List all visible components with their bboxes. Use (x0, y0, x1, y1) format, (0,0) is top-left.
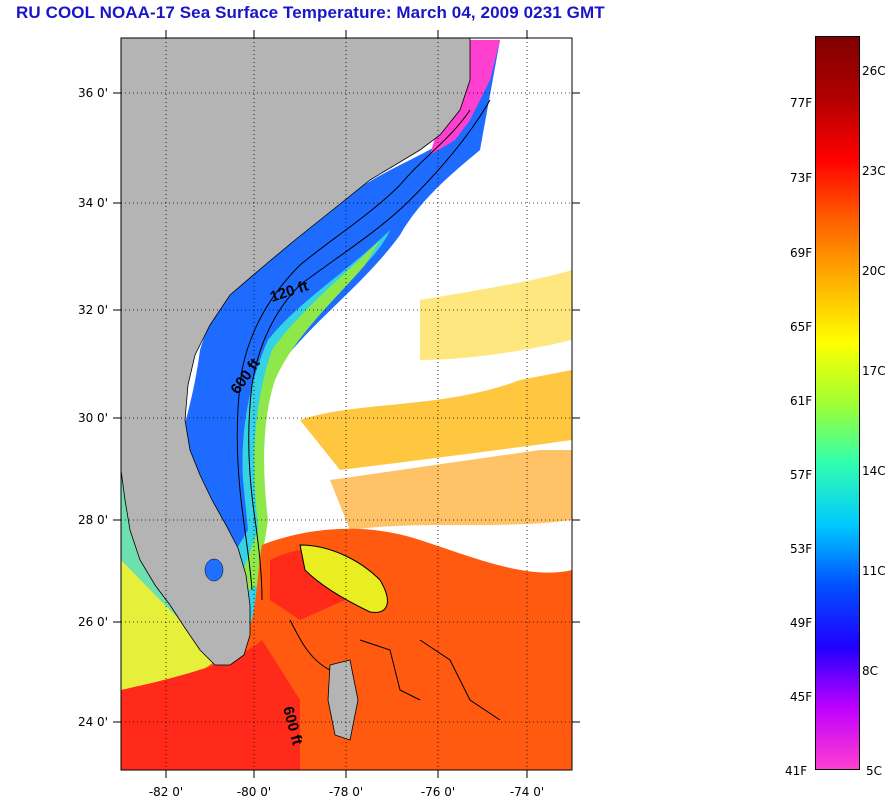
celsius-label: 26C (862, 64, 886, 78)
lat-label: 34 0' (78, 196, 108, 210)
warm-patch-3 (420, 270, 572, 360)
fahrenheit-label: 73F (790, 171, 813, 185)
contour-islands (289, 619, 501, 721)
lat-label: 24 0' (78, 715, 108, 729)
celsius-label: 5C (866, 764, 883, 778)
fahrenheit-label: 45F (790, 690, 813, 704)
lat-label: 28 0' (78, 513, 108, 527)
bahamas-bank (299, 544, 388, 613)
fahrenheit-label: 49F (790, 616, 813, 630)
hot-core (121, 640, 300, 770)
green-band (230, 240, 380, 600)
land-mainland (121, 38, 471, 666)
map-title: RU COOL NOAA-17 Sea Surface Temperature:… (16, 3, 605, 22)
celsius-label: 20C (862, 264, 886, 278)
lat-label: 36 0' (78, 86, 108, 100)
warm-patch-2 (330, 450, 572, 530)
celsius-label: 14C (862, 464, 886, 478)
celsius-label: 11C (862, 564, 886, 578)
celsius-label: 23C (862, 164, 886, 178)
lat-label: 32 0' (78, 303, 108, 317)
celsius-label: 17C (862, 364, 886, 378)
andros-island (327, 659, 359, 741)
color-scale-bar (815, 36, 860, 770)
tick-marks (113, 30, 580, 778)
fahrenheit-label: 77F (790, 96, 813, 110)
map-area: 120 ft 600 ft 600 ft (121, 38, 572, 770)
lon-label: -74 0' (510, 785, 544, 799)
contour-600ft (248, 99, 491, 601)
fahrenheit-label: 69F (790, 246, 813, 260)
lon-label: -80 0' (237, 785, 271, 799)
lon-label: -78 0' (329, 785, 363, 799)
celsius-label: 8C (862, 664, 879, 678)
fahrenheit-label: 53F (790, 542, 813, 556)
fahrenheit-label: 61F (790, 394, 813, 408)
lat-label: 30 0' (78, 411, 108, 425)
warm-patch-1 (300, 370, 572, 470)
fahrenheit-label: 57F (790, 468, 813, 482)
lon-label: -76 0' (421, 785, 455, 799)
lake-okeechobee (204, 558, 224, 582)
lat-label: 26 0' (78, 615, 108, 629)
fahrenheit-label: 65F (790, 320, 813, 334)
lon-label: -82 0' (149, 785, 183, 799)
contour-120ft (236, 109, 471, 591)
fahrenheit-label: 41F (785, 764, 808, 778)
